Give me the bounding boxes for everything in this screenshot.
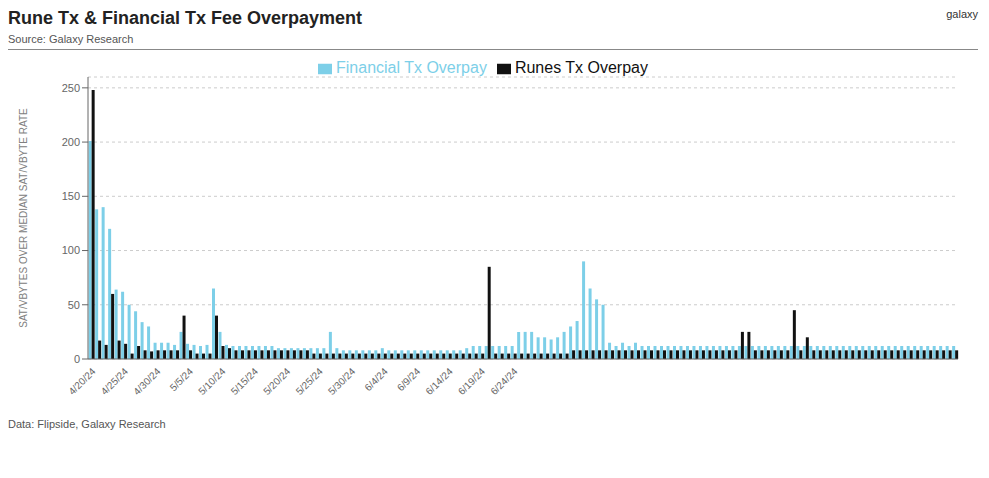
svg-text:4/30/24: 4/30/24 [131,365,163,397]
svg-text:5/10/24: 5/10/24 [196,365,228,397]
svg-text:6/9/24: 6/9/24 [395,365,423,393]
svg-text:0: 0 [74,353,80,365]
html-text:Source: Galaxy Research: Source: Galaxy Research [8,33,134,45]
svg-text:100: 100 [62,244,80,256]
svg-text:50: 50 [68,299,80,311]
svg-text:5/5/24: 5/5/24 [168,365,196,393]
svg-text:200: 200 [62,136,80,148]
svg-text:5/25/24: 5/25/24 [294,365,326,397]
svg-text:4/20/24: 4/20/24 [66,365,98,397]
svg-text:6/19/24: 6/19/24 [456,365,488,397]
svg-text:4/25/24: 4/25/24 [99,365,131,397]
html-text:galaxy: galaxy [946,8,978,20]
html-text:Rune Tx & Financial Tx Fee Ove: Rune Tx & Financial Tx Fee Overpayment [8,8,363,28]
html-text:Runes Tx Overpay: Runes Tx Overpay [514,59,648,76]
svg-text:250: 250 [62,82,80,94]
svg-text:5/30/24: 5/30/24 [326,365,358,397]
html-text:Financial Tx Overpay: Financial Tx Overpay [336,59,487,76]
svg-text:5/20/24: 5/20/24 [261,365,293,397]
svg-text:6/14/24: 6/14/24 [423,365,455,397]
svg-text:5/15/24: 5/15/24 [229,365,261,397]
svg-text:6/4/24: 6/4/24 [362,365,390,393]
svg-text:6/24/24: 6/24/24 [488,365,520,397]
html-text:Data: Flipside, Galaxy Researc: Data: Flipside, Galaxy Research [8,418,166,430]
svg-text:SAT/VBYTES OVER MEDIAN SAT/VBY: SAT/VBYTES OVER MEDIAN SAT/VBYTE RATE [18,108,29,328]
svg-text:150: 150 [62,190,80,202]
